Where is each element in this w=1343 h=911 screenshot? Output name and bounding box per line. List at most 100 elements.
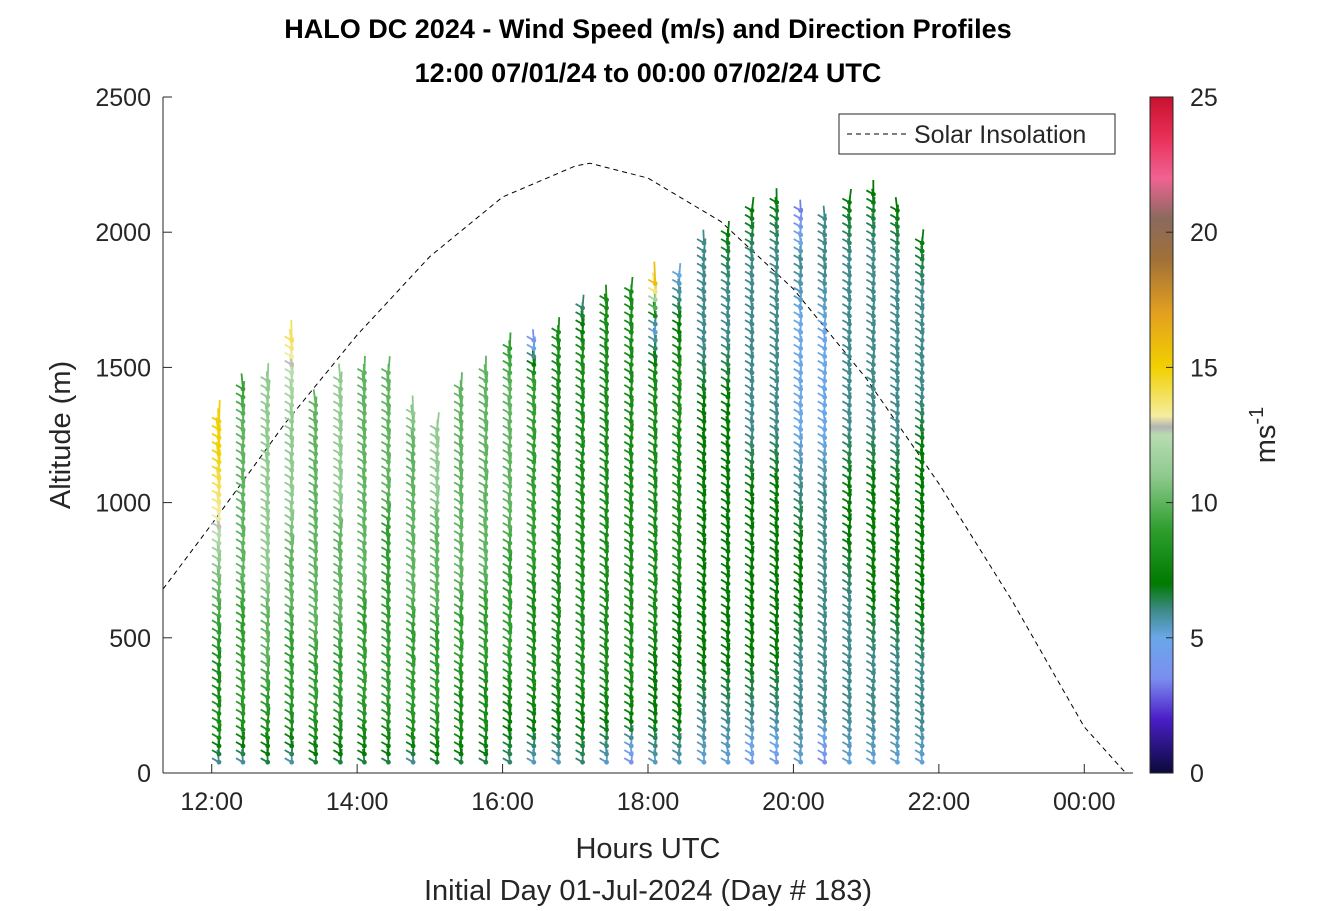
wind-barb-dot xyxy=(362,378,367,384)
wind-barb-dot xyxy=(556,662,561,668)
wind-barb-dot xyxy=(604,548,609,554)
wind-barb-dot xyxy=(362,475,367,481)
wind-barb-dot xyxy=(434,467,440,473)
wind-barb-dot xyxy=(289,613,295,619)
wind-barb-dot xyxy=(458,727,464,733)
wind-barb-dot xyxy=(822,337,828,343)
wind-barb-dot xyxy=(556,337,561,343)
wind-barb-dot xyxy=(774,451,780,457)
wind-barb-dot xyxy=(410,735,416,741)
wind-barb-dot xyxy=(798,386,804,392)
wind-barb-dot xyxy=(531,402,537,408)
wind-barb-dot xyxy=(556,719,561,725)
wind-barb-dot xyxy=(604,662,609,668)
wind-barb-dot xyxy=(798,289,804,295)
wind-barb-dot xyxy=(434,540,440,546)
wind-barb-dot xyxy=(701,703,707,708)
wind-barb-dot xyxy=(362,459,367,465)
wind-barb-dot xyxy=(701,597,707,603)
wind-barb-dot xyxy=(774,516,780,522)
wind-barb-dot xyxy=(676,467,682,473)
wind-barb-dot xyxy=(531,727,537,733)
wind-barb-dot xyxy=(604,427,609,432)
wind-barb-dot xyxy=(628,427,634,432)
wind-barb-dot xyxy=(313,743,319,749)
wind-barb-dot xyxy=(483,402,489,408)
wind-barb-dot xyxy=(604,597,609,603)
wind-barb-dot xyxy=(580,386,585,392)
wind-barb-dot xyxy=(483,548,489,554)
wind-barb-dot xyxy=(338,727,343,733)
wind-barb-dot xyxy=(652,719,658,725)
wind-barb-dot xyxy=(410,759,416,765)
wind-barb-dot xyxy=(507,524,513,530)
wind-barb-dot xyxy=(871,370,876,376)
wind-barb-dot xyxy=(725,492,731,497)
wind-barb-staff xyxy=(363,355,366,373)
wind-barb-dot xyxy=(628,540,634,546)
wind-barb-dot xyxy=(774,281,780,286)
wind-barb-dot xyxy=(628,638,634,643)
wind-barb-dot xyxy=(847,670,852,676)
wind-barb-dot xyxy=(749,370,755,376)
wind-barb-dot xyxy=(531,492,537,497)
wind-barb-dot xyxy=(725,508,731,514)
wind-barb-dot xyxy=(749,694,755,700)
wind-barb-dot xyxy=(822,289,828,295)
wind-barb-dot xyxy=(410,573,416,579)
wind-barb-dot xyxy=(434,532,440,538)
wind-barb-dot xyxy=(386,410,391,416)
wind-barb-dot xyxy=(774,427,780,432)
wind-barb-dot xyxy=(265,516,271,522)
solar-insolation-line xyxy=(163,162,1127,773)
wind-barb-dot xyxy=(410,662,416,668)
wind-barb-dot xyxy=(313,524,319,530)
wind-barb-dot xyxy=(895,565,900,570)
wind-barb-dot xyxy=(289,427,295,432)
wind-barb-dot xyxy=(531,427,537,432)
wind-barb-dot xyxy=(774,475,780,481)
wind-barb-dot xyxy=(701,670,707,676)
wind-barb-dot xyxy=(458,589,464,595)
wind-barb-dot xyxy=(531,500,537,505)
wind-barb-staff xyxy=(436,412,440,430)
wind-barb-dot xyxy=(410,556,416,562)
wind-profile-column xyxy=(671,263,682,765)
wind-barb-dot xyxy=(871,621,876,627)
wind-barb-dot xyxy=(822,305,828,311)
wind-profile-column xyxy=(284,319,295,765)
wind-barb-dot xyxy=(362,743,367,749)
wind-profile-column xyxy=(211,400,222,765)
wind-barbs xyxy=(211,179,925,765)
wind-barb-dot xyxy=(458,646,464,652)
wind-barb-dot xyxy=(676,475,682,481)
wind-barb-dot xyxy=(434,638,440,643)
wind-barb-dot xyxy=(798,646,804,652)
wind-barb-dot xyxy=(580,346,585,351)
wind-barb-dot xyxy=(483,467,489,473)
wind-barb-dot xyxy=(749,419,755,424)
wind-barb-dot xyxy=(774,540,780,546)
wind-barb-dot xyxy=(289,743,295,749)
wind-barb-dot xyxy=(871,475,876,481)
wind-barb-dot xyxy=(556,548,561,554)
wind-barb-dot xyxy=(265,743,271,749)
wind-barb-dot xyxy=(458,694,464,700)
wind-barb-dot xyxy=(289,605,295,611)
wind-barb-dot xyxy=(386,483,391,489)
wind-barb-dot xyxy=(895,354,900,359)
wind-barb-dot xyxy=(725,402,731,408)
wind-barb-dot xyxy=(289,508,295,514)
wind-barb-dot xyxy=(531,386,537,392)
wind-barb-dot xyxy=(362,410,367,416)
wind-barb-dot xyxy=(434,670,440,676)
wind-barb-staff xyxy=(460,372,463,390)
wind-profile-column xyxy=(235,373,246,765)
wind-barb-dot xyxy=(749,703,755,708)
wind-barb-dot xyxy=(434,743,440,749)
wind-barb-dot xyxy=(774,354,780,359)
wind-barb-dot xyxy=(725,297,731,303)
wind-barb-staff xyxy=(411,395,415,414)
wind-barb-dot xyxy=(774,402,780,408)
wind-barb-dot xyxy=(798,305,804,311)
